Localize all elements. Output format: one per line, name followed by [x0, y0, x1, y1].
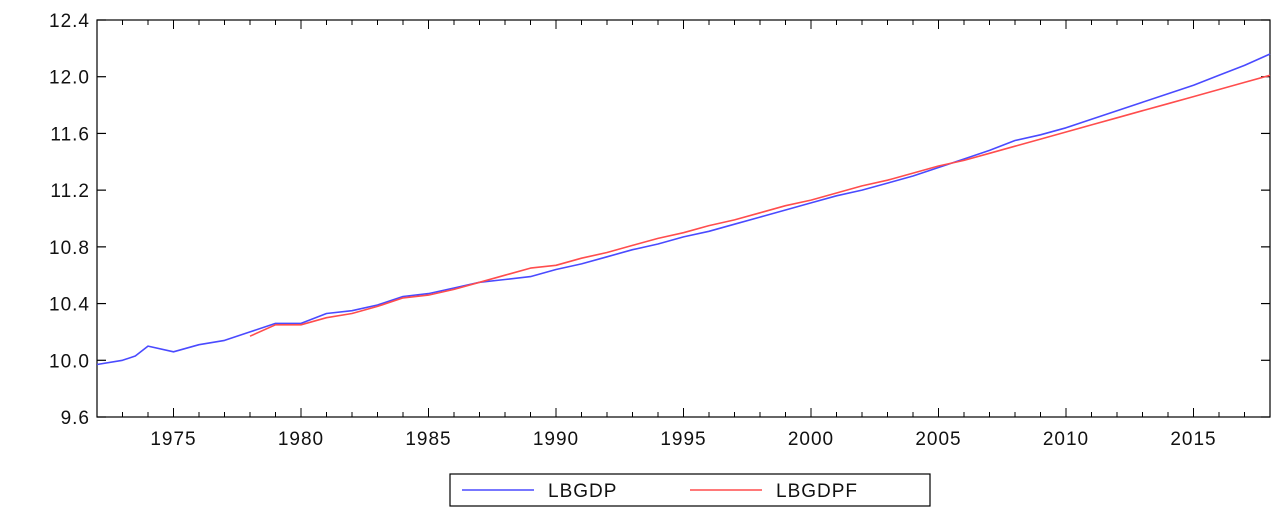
x-tick-label: 1995 [660, 429, 706, 450]
x-tick-label: 2000 [788, 429, 834, 450]
y-tick-label: 9.6 [61, 408, 90, 429]
y-tick-label: 11.6 [50, 124, 90, 145]
legend-label-lbgdp: LBGDP [548, 481, 617, 502]
x-tick-label: 2015 [1170, 429, 1216, 450]
series-line-lbgdpf [249, 74, 1271, 337]
x-tick-label: 2005 [915, 429, 961, 450]
y-tick-label: 12.0 [49, 68, 90, 89]
legend-label-lbgdpf: LBGDPF [776, 481, 858, 502]
x-tick-label: 1980 [278, 429, 324, 450]
x-tick-label: 1985 [405, 429, 451, 450]
legend: LBGDP LBGDPF [449, 473, 931, 507]
x-axis: 1975 1980 1985 1990 1995 2000 2005 2010 2015 [96, 20, 1271, 450]
plot-border [96, 19, 1271, 418]
y-axis: 9.6 10.0 10.4 10.8 11.2 11.6 12.0 12.4 [49, 11, 1270, 429]
y-tick-label: 10.4 [49, 295, 90, 316]
x-tick-label: 1990 [533, 429, 579, 450]
series-line-lbgdp [96, 53, 1271, 366]
y-tick-label: 12.4 [49, 11, 90, 32]
x-tick-label: 2010 [1043, 429, 1089, 450]
series-lines [96, 53, 1271, 366]
y-tick-label: 10.0 [49, 351, 90, 372]
y-tick-label: 10.8 [49, 238, 90, 259]
plot-frame [96, 19, 1271, 418]
y-tick-label: 11.2 [50, 181, 90, 202]
x-tick-label: 1975 [150, 429, 196, 450]
